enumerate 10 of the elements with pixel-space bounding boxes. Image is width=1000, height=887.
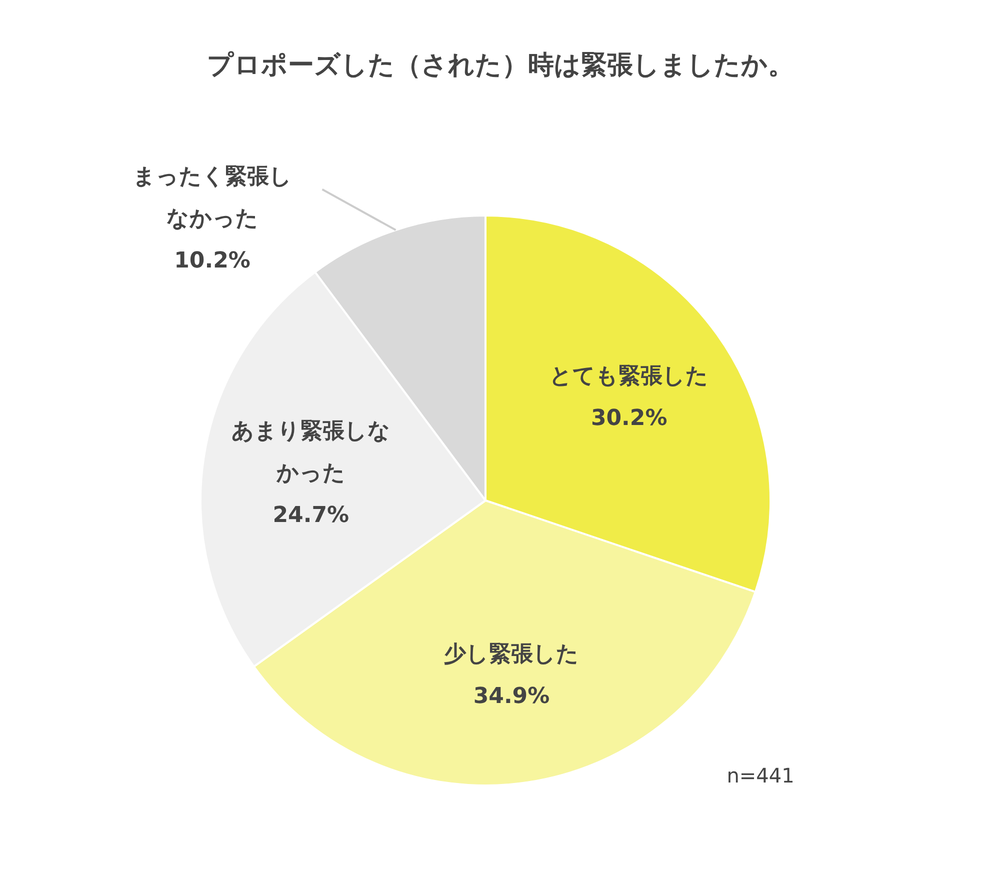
text: n=441 [726, 764, 794, 788]
data-label: 30.2% [590, 406, 668, 432]
data-label: 10.2% [174, 248, 250, 274]
legend-label: まったく緊張しなかった [132, 164, 292, 232]
data-label: 34.9% [473, 684, 550, 709]
slice-label: とても緊張した [550, 364, 709, 390]
slice-label: 少し緊張した [444, 642, 579, 667]
slice-label: あまり緊張しなかった [231, 418, 390, 486]
chart-title: プロポーズした（された）時は緊張しましたか。 [207, 50, 794, 80]
data-label: 24.7% [272, 502, 350, 528]
